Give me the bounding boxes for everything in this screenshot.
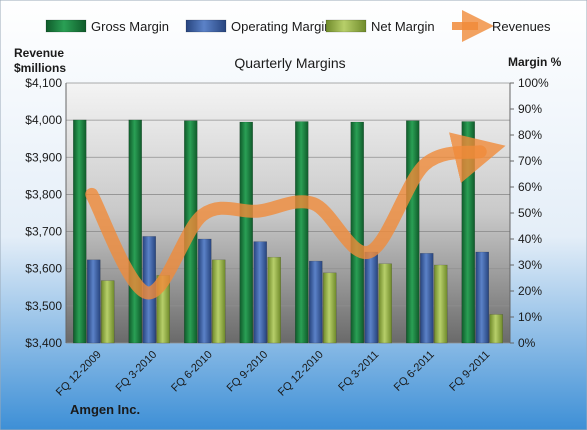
net-margin-legend-swatch [325, 19, 367, 33]
gross-margin-bar [128, 119, 142, 344]
gross-margin-bar [239, 121, 253, 344]
right-tick-label: 80% [518, 128, 542, 142]
revenue-line [85, 132, 506, 300]
operating-margin-bar [87, 259, 101, 344]
revenues-legend-label: Revenues [492, 19, 551, 34]
operating-margin-bar [420, 253, 434, 344]
gross-margin-legend-swatch [45, 19, 87, 33]
revenues-point [423, 163, 426, 166]
operating-margin-bar [198, 238, 212, 344]
right-tick-label: 10% [518, 310, 542, 324]
left-axis-label-line2: $millions [14, 61, 66, 75]
right-tick-label: 0% [518, 336, 536, 350]
revenues-point [368, 251, 371, 254]
revenues-point [201, 213, 204, 216]
company-footer: Amgen Inc. [70, 402, 140, 417]
operating-margin-legend-swatch [185, 19, 227, 33]
left-tick-label: $4,000 [25, 113, 62, 127]
gross-margin-legend-label: Gross Margin [91, 19, 169, 34]
right-tick-label: 20% [518, 284, 542, 298]
left-tick-label: $3,500 [25, 299, 62, 313]
right-tick-label: 60% [518, 180, 542, 194]
revenues-point [90, 193, 93, 196]
gross-margin-bar [73, 119, 87, 344]
revenues-point [479, 150, 482, 153]
operating-margin-bar [253, 241, 267, 344]
net-margin-bar [212, 259, 226, 344]
net-margin-bar [489, 314, 503, 344]
left-axis-label-line1: Revenue [14, 46, 64, 60]
legend: Gross Margin Operating Margin Net Margin Re… [45, 10, 551, 42]
left-tick-label: $3,800 [25, 187, 62, 201]
operating-margin-bar [475, 251, 489, 344]
left-tick-label: $3,700 [25, 225, 62, 239]
net-margin-bar [434, 264, 448, 344]
right-tick-label: 30% [518, 258, 542, 272]
revenues-point [312, 202, 315, 205]
right-tick-label: 100% [518, 76, 549, 90]
net-margin-legend-label: Net Margin [371, 19, 435, 34]
revenues-point [146, 291, 149, 294]
operating-margin-bar [309, 260, 323, 344]
left-axis-ticks: $3,400 $3,500 $3,600 $3,700 $3,800 $3,900 $4,0… [25, 76, 62, 350]
net-margin-bar [267, 256, 281, 344]
left-tick-label: $3,400 [25, 336, 62, 350]
right-tick-label: 50% [518, 206, 542, 220]
right-axis-ticks: 0% 10% 20% 30% 40% 50% 60% 70% 80% 90% 100% [510, 76, 549, 350]
right-tick-label: 40% [518, 232, 542, 246]
right-axis-label: Margin % [508, 55, 562, 69]
net-margin-bar [323, 272, 337, 344]
revenues-line [85, 132, 506, 300]
chart-title: Quarterly Margins [234, 55, 345, 71]
net-margin-bar [101, 280, 115, 344]
operating-margin-legend-label: Operating Margin [231, 19, 331, 34]
left-tick-label: $4,100 [25, 76, 62, 90]
gross-margin-bar [350, 121, 364, 344]
gross-margin-bar [406, 120, 420, 344]
left-tick-label: $3,600 [25, 262, 62, 276]
right-tick-label: 70% [518, 154, 542, 168]
right-tick-label: 90% [518, 102, 542, 116]
operating-margin-bar [364, 251, 378, 344]
left-tick-label: $3,900 [25, 150, 62, 164]
net-margin-bar [378, 263, 392, 344]
gross-margin-bar [295, 121, 309, 344]
revenues-point [257, 210, 260, 213]
